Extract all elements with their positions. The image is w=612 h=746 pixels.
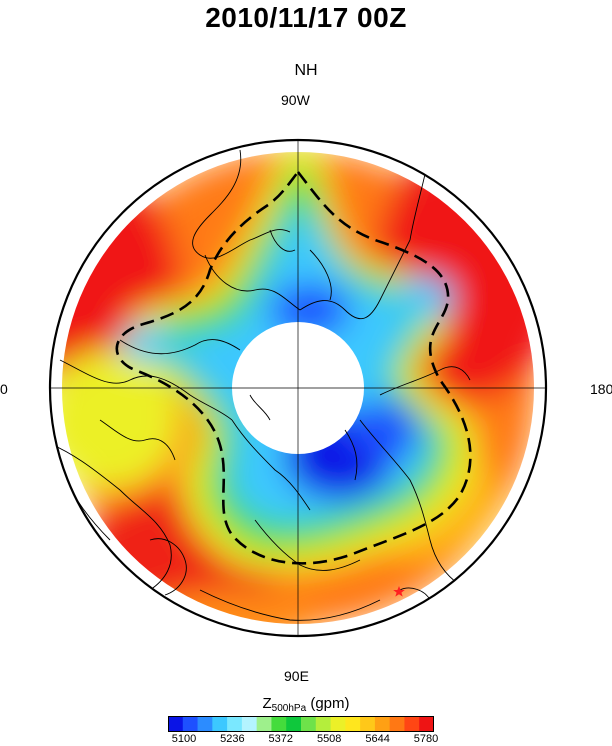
colorbar-swatch xyxy=(271,716,287,732)
colorbar-swatch xyxy=(286,716,302,732)
colorbar-tick-label: 5644 xyxy=(365,733,390,745)
colorbar-border xyxy=(168,716,434,732)
hemisphere-label: NH xyxy=(294,62,318,79)
dashed-contour xyxy=(115,169,472,565)
colorbar-swatch xyxy=(301,716,317,732)
colorbar-swatch xyxy=(419,716,434,732)
longitude-label-right: 180 xyxy=(590,381,612,397)
colorbar-tick-label: 5100 xyxy=(171,733,197,745)
colorbar-title-sub: 500hPa xyxy=(271,703,307,714)
colorbar-tick-label: 5372 xyxy=(268,733,294,745)
colorbar-swatch xyxy=(212,716,228,732)
colorbar-swatch xyxy=(360,716,376,732)
colorbar-swatch xyxy=(404,716,420,732)
colorbar-title: Z500hPa (gpm) xyxy=(0,695,612,714)
colorbar-swatch xyxy=(197,716,213,732)
map-title: 2010/11/17 00Z xyxy=(205,2,407,33)
geopotential-field xyxy=(62,152,534,624)
colorbar-swatch xyxy=(389,716,405,732)
colorbar-swatch xyxy=(374,716,391,732)
colorbar-title-main: Z xyxy=(262,695,272,712)
colorbar-swatch xyxy=(315,716,332,732)
colorbar-tick-label: 5780 xyxy=(413,733,439,745)
map-boundary xyxy=(48,138,548,638)
colorbar xyxy=(168,716,434,732)
colorbar-swatch xyxy=(182,716,199,732)
longitude-label-left: 0 xyxy=(0,381,8,397)
colorbar-tick-label: 5508 xyxy=(316,733,342,745)
coastlines xyxy=(50,149,471,621)
colorbar-swatch xyxy=(256,716,272,732)
longitude-label-top: 90W xyxy=(281,92,310,108)
colorbar-title-unit: (gpm) xyxy=(310,695,350,712)
location-star-marker xyxy=(393,586,405,597)
colorbar-swatch xyxy=(330,716,346,732)
longitude-label-bottom: 90E xyxy=(284,668,309,684)
colorbar-swatch xyxy=(168,716,184,732)
colorbar-swatch xyxy=(345,716,361,732)
colorbar-tick-label: 5236 xyxy=(220,733,245,745)
colorbar-swatch xyxy=(227,716,243,732)
colorbar-swatch xyxy=(241,716,258,732)
